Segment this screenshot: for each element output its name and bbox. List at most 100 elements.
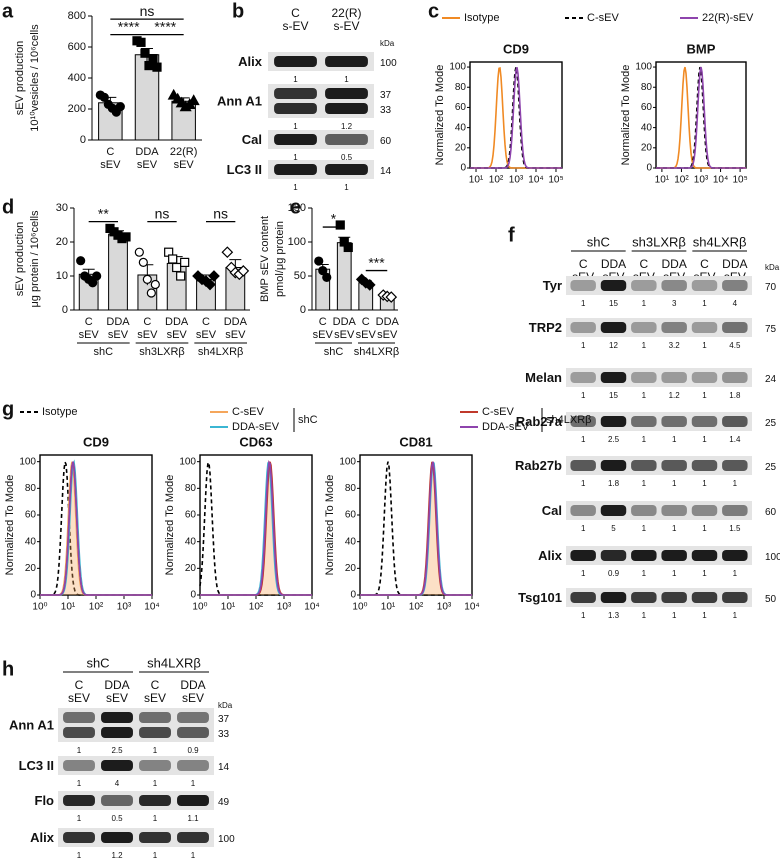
blot-band [631, 416, 657, 427]
quantification: 1 [642, 435, 647, 444]
data-point [221, 246, 234, 259]
kda-value: 50 [765, 594, 777, 605]
legend-label: C-sEV [482, 406, 514, 418]
quantification: 1 [344, 183, 349, 192]
y-tick-label: 0 [300, 304, 306, 316]
y-tick-label: 0 [30, 590, 36, 601]
data-point [142, 274, 152, 284]
histogram-curve [470, 67, 562, 169]
quantification: 1 [77, 814, 82, 823]
histogram-curve [40, 459, 152, 596]
quantification: 1 [581, 299, 586, 308]
data-point [322, 272, 332, 282]
quantification: 1 [293, 153, 298, 162]
quantification: 1 [581, 569, 586, 578]
histogram-curve [360, 461, 472, 596]
quantification: 1 [642, 479, 647, 488]
data-point [187, 94, 200, 106]
histogram-curve [656, 66, 746, 169]
blot-band [722, 550, 748, 561]
blot-band [600, 592, 627, 603]
quantification: 1 [642, 569, 647, 578]
histogram-fill [200, 462, 312, 595]
data-point [121, 232, 131, 242]
blot-band [63, 832, 95, 843]
quantification: 12 [609, 341, 618, 350]
x-tick-label: sEV [356, 329, 377, 341]
blot-band [631, 322, 657, 333]
plot-title: CD63 [239, 434, 272, 449]
quantification: 1.1 [187, 814, 199, 823]
data-point [150, 279, 160, 290]
data-point [237, 265, 250, 277]
significance-label: ns [140, 3, 155, 19]
quantification: 1 [153, 779, 158, 788]
kda-value: 75 [765, 324, 777, 335]
legend-label: Isotype [42, 406, 77, 418]
x-tick-label: sEV [79, 329, 100, 341]
y-tick-label: 80 [455, 82, 467, 93]
x-tick-label: DDA [333, 316, 357, 328]
quantification: 5 [611, 524, 616, 533]
kda-value: 100 [218, 834, 235, 845]
y-tick-label: 0 [80, 134, 86, 146]
lane-label: sEV [182, 691, 204, 705]
x-tick-label: 10³ [117, 602, 132, 613]
quantification: 4 [115, 779, 120, 788]
x-tick-label: 10¹ [381, 602, 396, 613]
blot-band [139, 795, 171, 806]
blot-band [274, 88, 317, 99]
x-tick-label: 10² [674, 175, 689, 186]
plot-title: CD9 [83, 434, 109, 449]
blot-band [570, 280, 596, 291]
quantification: 1 [672, 611, 677, 620]
y-tick-label: 50 [294, 270, 306, 282]
quantification: 1 [672, 569, 677, 578]
data-point [140, 48, 150, 58]
quantification: 4.5 [729, 341, 741, 350]
lane-label: C [75, 678, 84, 692]
quantification: 1 [642, 341, 647, 350]
quantification: 1.2 [669, 391, 681, 400]
quantification: 1.8 [729, 391, 741, 400]
plot-frame [359, 454, 473, 596]
data-point [152, 62, 162, 72]
y-tick-label: 40 [345, 536, 357, 547]
histogram-fill [360, 461, 472, 595]
quantification: 1 [702, 611, 707, 620]
y-tick-label: 30 [56, 202, 68, 214]
y-tick-label: 40 [185, 536, 197, 547]
data-point [99, 92, 109, 102]
x-tick-label: C [85, 316, 93, 328]
kda-value: 25 [765, 462, 777, 473]
quantification: 1 [581, 479, 586, 488]
y-tick-label: 40 [641, 122, 653, 133]
group-label: shC [86, 655, 109, 670]
data-point [204, 278, 216, 291]
blot-band [661, 550, 687, 561]
blot-band [661, 505, 687, 516]
data-point [314, 256, 324, 266]
data-point [134, 247, 144, 257]
histogram-curve [656, 66, 746, 169]
bar [108, 233, 128, 311]
kda-value: 24 [765, 374, 777, 385]
histogram-curve [470, 66, 562, 169]
y-tick-label: 200 [68, 103, 86, 115]
x-tick-label: 10⁴ [464, 602, 479, 613]
data-point [88, 278, 98, 288]
blot-band [325, 134, 368, 145]
y-tick-label: 60 [345, 510, 357, 521]
data-point [136, 37, 146, 47]
x-tick-label: 10⁰ [32, 602, 47, 613]
x-tick-label: 10⁰ [352, 602, 367, 613]
protein-label: TRP2 [529, 320, 562, 335]
x-tick-label: sEV [174, 159, 195, 171]
significance-label: **** [154, 18, 176, 34]
group-label: sh4LXRβ [198, 346, 243, 358]
x-tick-label: C [143, 316, 151, 328]
data-point [148, 54, 158, 64]
y-tick-label: 10 [56, 270, 68, 282]
group-label: sh3LXRβ [139, 346, 184, 358]
data-point [168, 254, 178, 264]
